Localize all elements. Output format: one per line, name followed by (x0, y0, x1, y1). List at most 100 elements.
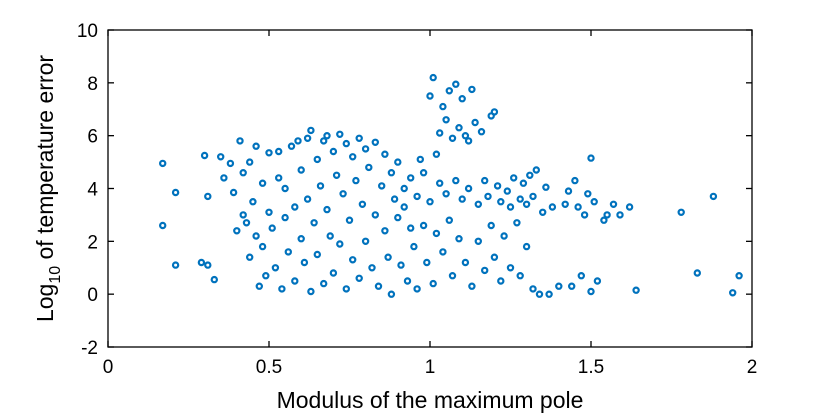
data-point (349, 153, 357, 161)
data-point (522, 200, 531, 208)
data-point (458, 94, 466, 103)
data-point (371, 211, 379, 219)
data-point (233, 227, 241, 235)
data-point (400, 184, 408, 193)
data-point (384, 253, 392, 261)
data-point (455, 123, 463, 132)
data-point (555, 282, 563, 290)
y-tick-label: 10 (77, 21, 98, 42)
data-point (345, 216, 354, 224)
data-point (609, 200, 618, 208)
data-point (294, 137, 302, 145)
data-point (532, 166, 541, 174)
data-point (490, 253, 499, 261)
data-point (275, 147, 283, 156)
data-point (432, 229, 441, 238)
data-point (258, 179, 267, 187)
data-point (197, 258, 206, 267)
data-point (262, 272, 270, 280)
data-point (374, 282, 383, 290)
data-point (500, 232, 508, 240)
data-point (390, 195, 399, 203)
data-point (339, 190, 347, 198)
data-point (387, 290, 396, 298)
data-point (497, 277, 505, 285)
x-tick-label: 1.5 (578, 357, 604, 378)
data-point (519, 179, 528, 187)
data-point (320, 279, 328, 288)
data-point (506, 203, 515, 211)
data-point (464, 184, 473, 193)
data-point (487, 221, 495, 230)
data-point (275, 174, 283, 182)
data-point (587, 287, 595, 296)
data-point (442, 190, 450, 198)
data-point (413, 285, 421, 293)
data-point (200, 151, 209, 160)
data-point (397, 261, 405, 269)
data-point (452, 80, 460, 88)
data-point (323, 205, 331, 214)
data-point (342, 139, 350, 148)
data-point (600, 216, 608, 224)
data-point (429, 279, 437, 288)
y-tick-label: 8 (87, 74, 98, 95)
data-point (503, 187, 511, 195)
y-axis-label-subscript: 10 (47, 266, 64, 284)
data-point (561, 200, 569, 208)
x-tick-label: 1 (425, 357, 436, 378)
data-point (729, 289, 737, 297)
data-point (310, 219, 318, 227)
data-point (616, 211, 624, 219)
data-point (580, 211, 589, 219)
data-point (419, 221, 428, 230)
data-point (313, 250, 321, 259)
data-point (407, 224, 415, 232)
data-point (342, 285, 350, 293)
data-point (603, 211, 611, 219)
data-point (464, 137, 473, 145)
data-point (291, 277, 299, 285)
data-point (303, 195, 312, 203)
data-point (303, 134, 312, 142)
data-point (632, 286, 640, 294)
data-point (313, 155, 321, 164)
data-point (361, 237, 370, 245)
data-point (394, 213, 402, 222)
data-point (300, 258, 309, 267)
data-point (590, 197, 598, 206)
data-point (477, 127, 486, 136)
data-point (352, 176, 360, 185)
data-point (329, 147, 338, 156)
data-point (497, 197, 505, 206)
data-point (158, 221, 167, 230)
data-point (564, 187, 573, 195)
data-point (281, 184, 289, 193)
data-point (548, 203, 557, 211)
data-point (387, 168, 396, 177)
data-point (220, 174, 228, 182)
data-point (455, 234, 463, 243)
data-point (445, 87, 453, 95)
data-point (258, 242, 267, 251)
data-point (426, 197, 434, 206)
data-point (423, 258, 431, 267)
data-point (545, 290, 553, 298)
data-point (271, 264, 280, 272)
data-point (281, 213, 289, 222)
data-point (368, 264, 376, 272)
data-point (542, 183, 550, 191)
data-point (439, 248, 447, 256)
data-point (381, 227, 389, 235)
data-point (403, 277, 412, 285)
data-point (216, 153, 225, 161)
data-point (239, 211, 247, 219)
data-point (513, 219, 521, 227)
data-point (316, 182, 325, 190)
data-point (490, 108, 499, 116)
data-point (413, 192, 421, 201)
data-point (452, 176, 460, 185)
data-point (284, 248, 292, 256)
y-axis-label: Log10 of temperature error (32, 55, 64, 322)
